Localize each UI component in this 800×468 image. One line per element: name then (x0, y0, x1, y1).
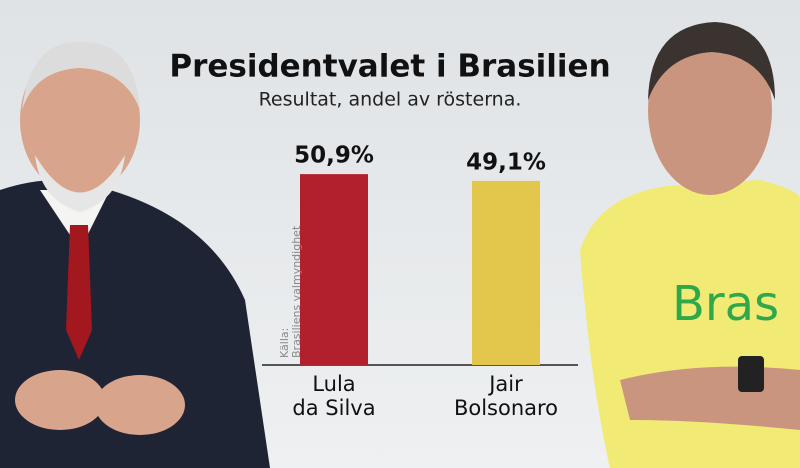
right-portrait: Bras (580, 22, 800, 468)
left-portrait (0, 41, 270, 468)
x-tick-label: Jair Bolsonaro (453, 372, 559, 420)
svg-text:Bras: Bras (672, 276, 779, 332)
chart-title: Presidentvalet i Brasilien (169, 49, 610, 85)
source-note: Källa: Brasiliens valmyndighet (278, 225, 303, 358)
x-tick-label: Lula da Silva (292, 372, 376, 420)
bar (300, 174, 368, 365)
chart-subtitle: Resultat, andel av rösterna. (259, 89, 522, 111)
value-label: 49,1% (466, 149, 546, 175)
value-label: 50,9% (294, 143, 374, 169)
bar (472, 180, 540, 365)
